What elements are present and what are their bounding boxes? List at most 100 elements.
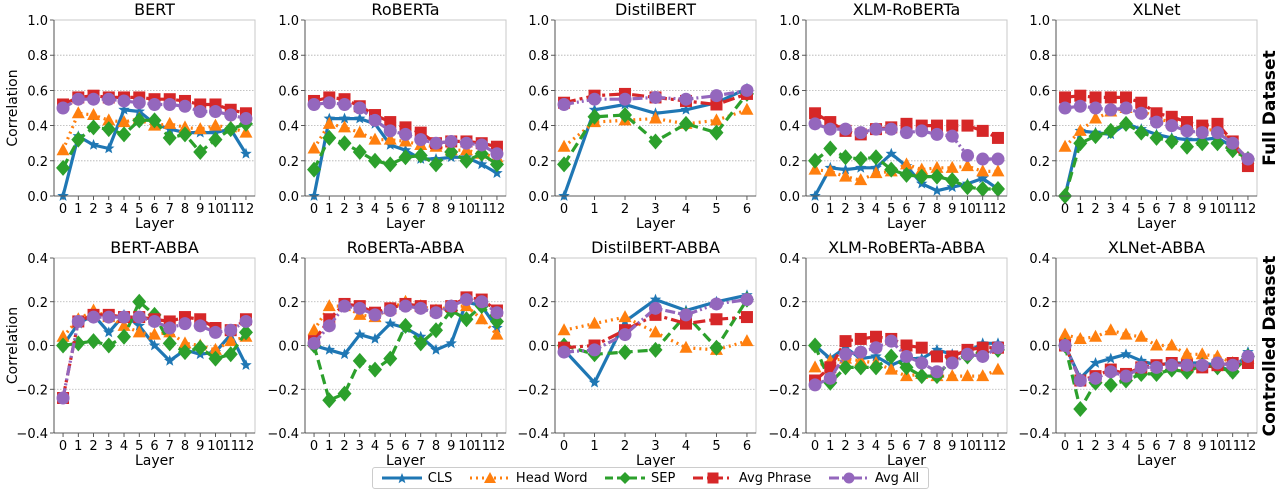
series-avg-all (1058, 339, 1255, 387)
y-axis-label: Correlation (5, 307, 21, 384)
x-tick-label: 2 (621, 202, 629, 217)
point-avg-all-layer-5 (383, 304, 397, 317)
point-head-word-layer-11 (976, 164, 990, 177)
point-avg-all-layer-6 (1150, 360, 1163, 374)
point-avg-phrase-layer-5 (710, 98, 723, 111)
x-tick-label: 5 (1137, 439, 1145, 454)
y-tick-label: 0.0 (27, 190, 48, 205)
point-head-word-layer-8 (930, 160, 944, 173)
x-tick-label: 12 (990, 439, 1007, 454)
x-tick-label: 12 (1240, 202, 1257, 217)
point-avg-phrase-layer-8 (930, 350, 943, 363)
point-avg-all-layer-0 (56, 101, 70, 115)
y-tick-label: 0.2 (27, 296, 48, 311)
row-label-controlled-dataset: Controlled Dataset (1260, 256, 1280, 437)
point-sep-layer-4 (869, 149, 884, 166)
x-tick-label: 4 (682, 439, 690, 454)
x-tick-label: 4 (682, 202, 690, 217)
point-head-word-layer-1 (1073, 123, 1087, 136)
point-sep-layer-2 (618, 344, 633, 361)
point-cls-layer-5 (133, 105, 145, 117)
x-tick-label: 8 (181, 202, 189, 217)
point-avg-all-layer-0 (307, 97, 321, 111)
subplot-title: XLM-RoBERTa-ABBA (828, 238, 985, 257)
point-head-word-layer-0 (557, 323, 571, 336)
x-tick-label: 3 (857, 202, 865, 217)
point-avg-all-layer-11 (475, 138, 489, 152)
point-head-word-layer-6 (900, 157, 913, 170)
y-tick-label: 0.2 (278, 155, 299, 170)
point-head-word-layer-3 (854, 173, 868, 186)
point-cls-layer-4 (870, 350, 882, 362)
point-avg-all-layer-0 (808, 378, 822, 392)
point-avg-all-layer-4 (869, 341, 883, 355)
series-avg-all (1058, 99, 1255, 166)
point-avg-all-layer-8 (429, 136, 443, 150)
point-sep-layer-4 (117, 126, 132, 143)
point-avg-all-layer-4 (368, 308, 382, 322)
x-tick-label: 6 (150, 439, 158, 454)
y-tick-label: −0.2 (267, 383, 299, 398)
point-sep-layer-4 (368, 152, 383, 169)
y-tick-label: 0.4 (779, 252, 800, 267)
point-sep-layer-0 (56, 159, 71, 176)
point-sep-layer-1 (322, 392, 337, 409)
point-cls-layer-0 (57, 190, 69, 201)
point-avg-phrase-layer-1 (1074, 89, 1087, 102)
point-sep-layer-3 (101, 121, 116, 138)
y-tick-label: −0.2 (1018, 383, 1050, 398)
x-tick-label: 10 (1209, 439, 1226, 454)
point-sep-layer-1 (71, 131, 86, 148)
y-tick-label: 0.6 (779, 84, 800, 99)
point-sep-layer-8 (428, 156, 443, 173)
point-avg-all-layer-8 (1180, 124, 1194, 138)
y-tick-label: 0.4 (278, 120, 299, 135)
point-avg-all-layer-6 (900, 349, 913, 363)
point-avg-phrase-layer-12 (991, 131, 1004, 144)
point-cls-layer-7 (164, 354, 176, 366)
point-cls-layer-11 (476, 158, 488, 170)
subplot-title: RoBERTa-ABBA (347, 238, 464, 257)
y-tick-label: 0.2 (278, 296, 299, 311)
x-tick-label: 3 (1107, 439, 1115, 454)
x-axis-label: Layer (386, 216, 425, 232)
point-avg-all-layer-1 (588, 92, 602, 106)
legend-label-avg-phrase: Avg Phrase (738, 470, 812, 486)
point-avg-all-layer-12 (991, 341, 1005, 355)
y-tick-label: −0.2 (16, 383, 48, 398)
point-sep-layer-12 (238, 324, 253, 341)
point-avg-all-layer-2 (338, 97, 352, 111)
x-tick-label: 5 (887, 439, 895, 454)
series-avg-all (808, 117, 1005, 166)
x-tick-label: 6 (902, 439, 910, 454)
point-sep-layer-7 (413, 335, 428, 352)
y-tick-label: 1.0 (27, 14, 48, 29)
point-sep-layer-2 (1088, 128, 1103, 145)
point-sep-layer-8 (1179, 138, 1194, 155)
subplot-title: XLNet-ABBA (1108, 238, 1205, 257)
point-avg-phrase-layer-4 (870, 330, 883, 343)
y-tick-label: 0.0 (779, 190, 800, 205)
x-tick-label: 5 (887, 202, 895, 217)
point-sep-layer-3 (853, 359, 868, 376)
point-sep-layer-5 (709, 124, 724, 141)
point-sep-layer-10 (960, 179, 975, 196)
point-avg-all-layer-6 (148, 97, 161, 111)
subplot-title: DistilBERT (615, 0, 696, 19)
point-head-word-layer-0 (557, 139, 571, 152)
point-sep-layer-4 (678, 115, 693, 132)
point-avg-all-layer-6 (900, 126, 913, 140)
series-avg-all (557, 293, 754, 359)
point-avg-all-layer-2 (1089, 371, 1103, 385)
subplot-title: XLM-RoBERTa (853, 0, 961, 19)
point-head-word-layer-8 (178, 120, 192, 133)
point-cls-layer-5 (384, 317, 396, 329)
point-avg-all-layer-8 (930, 127, 944, 141)
point-avg-phrase-layer-0 (809, 107, 822, 120)
x-tick-label: 2 (1091, 202, 1099, 217)
point-sep-layer-0 (808, 152, 823, 169)
y-axis-label: Correlation (5, 69, 21, 146)
point-avg-all-layer-11 (224, 323, 238, 337)
x-tick-label: 9 (948, 439, 956, 454)
point-sep-layer-12 (990, 180, 1005, 197)
